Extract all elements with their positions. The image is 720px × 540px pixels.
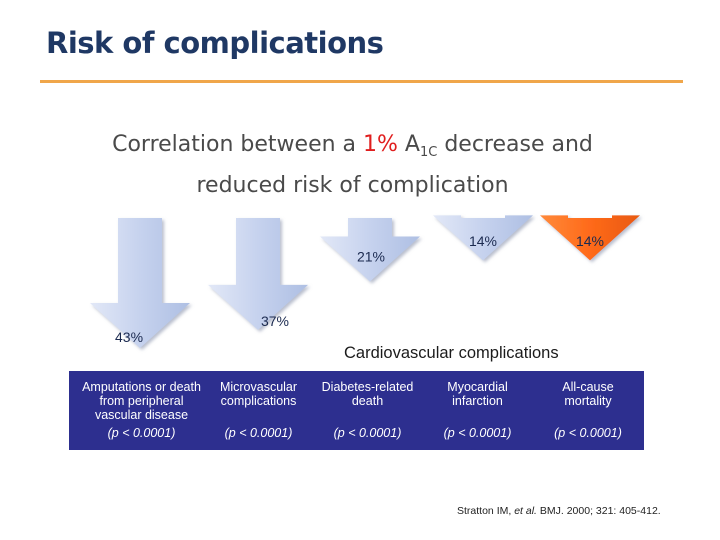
value-label-3: 21%	[357, 248, 385, 264]
category-line: mortality	[564, 394, 612, 408]
category-1: Amputations or death from peripheral vascu…	[69, 380, 214, 444]
value-label-5: 14%	[576, 233, 604, 249]
citation: Stratton IM, et al. BMJ. 2000; 321: 405-…	[457, 505, 661, 517]
category-3: Diabetes-related death (p < 0.0001)	[310, 380, 425, 444]
p-value-2: (p < 0.0001)	[224, 426, 293, 440]
category-line: death	[351, 394, 384, 408]
category-line: from peripheral	[99, 394, 184, 408]
category-line: Microvascular	[219, 380, 298, 394]
category-4: Myocardial infarction (p < 0.0001)	[430, 380, 525, 444]
categories-band	[69, 371, 644, 450]
citation-source: BMJ. 2000; 321: 405-412.	[536, 505, 661, 517]
p-value-3: (p < 0.0001)	[333, 426, 402, 440]
chart-subtitle: Correlation between a 1% A1C decrease an…	[80, 128, 625, 202]
value-label-1: 43%	[115, 329, 143, 345]
subtitle-a: A	[397, 132, 420, 157]
p-value-4: (p < 0.0001)	[443, 426, 512, 440]
category-5: All-cause mortality (p < 0.0001)	[540, 380, 636, 444]
slide-title: Risk of complications	[46, 26, 384, 60]
cardiovascular-group-label: Cardiovascular complications	[344, 344, 559, 362]
subtitle-text-1: Correlation between a	[112, 132, 364, 157]
value-label-4: 14%	[469, 233, 497, 249]
p-value-1: (p < 0.0001)	[107, 426, 176, 440]
citation-etal: et al.	[514, 505, 537, 517]
arrow-5	[540, 215, 640, 261]
value-label-2: 37%	[261, 313, 289, 329]
arrow-3	[320, 218, 420, 282]
category-line: complications	[220, 394, 297, 408]
citation-authors: Stratton IM,	[457, 505, 515, 517]
category-line: vascular disease	[94, 408, 189, 422]
arrow-2	[208, 218, 308, 330]
category-line: Diabetes-related	[321, 380, 414, 394]
category-line: infarction	[452, 394, 503, 408]
subtitle-text-2: decrease and	[437, 132, 593, 157]
subtitle-subscript: 1C	[419, 145, 438, 160]
subtitle-highlight: 1%	[363, 132, 398, 157]
subtitle-line2: reduced risk of complication	[196, 173, 509, 198]
arrow-1	[90, 218, 190, 348]
category-2: Microvascular complications (p < 0.0001)	[212, 380, 305, 444]
category-line: Amputations or death	[82, 380, 201, 394]
category-line: All-cause	[562, 380, 614, 394]
arrow-4	[433, 215, 533, 261]
category-line: Myocardial	[447, 380, 508, 394]
title-underline	[40, 80, 683, 83]
p-value-5: (p < 0.0001)	[554, 426, 622, 440]
